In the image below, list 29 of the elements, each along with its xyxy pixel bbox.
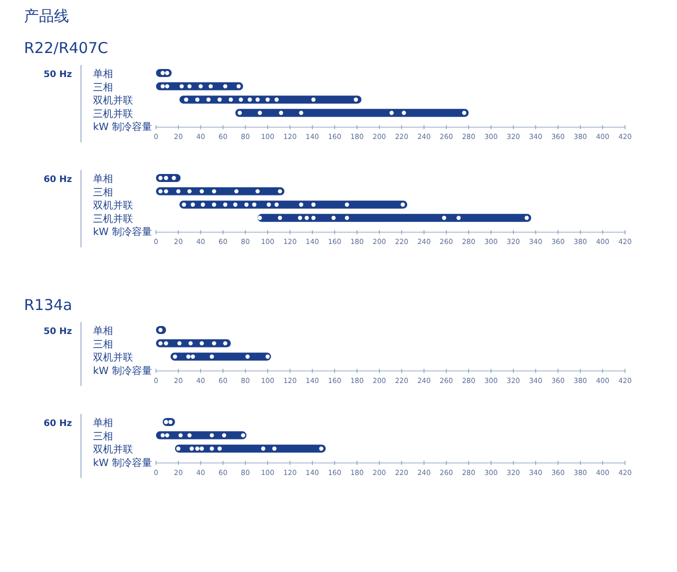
y-tick-label: 单相 [93,68,113,80]
y-tick-label: 单相 [93,173,113,185]
y-axis-title: 50 Hz [44,70,72,80]
chart-subtitle: R134a [24,296,72,314]
x-axis-title: kW 制冷容量 [93,364,152,377]
y-tick-label: 三相 [93,81,113,94]
chart-subtitle: R22/R407C [24,39,108,57]
chart-title: 产品线 [24,7,69,25]
y-tick-label: 双机并联 [93,352,133,364]
y-tick-label: 三相 [93,338,113,350]
y-tick-label: 双机并联 [93,444,133,456]
y-axis-title: 60 Hz [44,419,72,429]
bar [179,200,408,209]
x-axis-title: kW 制冷容量 [93,226,152,238]
x-axis-title: kW 制冷容量 [93,456,152,469]
bar [170,352,272,361]
x-axis-title: kW 制冷容量 [93,121,152,134]
y-tick-label: 三相 [93,430,113,442]
y-axis-title: 60 Hz [44,175,72,185]
y-tick-label: 双机并联 [93,94,133,107]
y-tick-label: 三相 [93,186,113,198]
y-axis-title: 50 Hz [44,327,72,337]
y-tick-label: 三机并联 [93,212,133,225]
y-tick-label: 单相 [93,417,113,429]
bar [235,108,469,117]
y-tick-label: 单相 [93,325,113,337]
y-tick-label: 三机并联 [93,108,133,120]
bar [258,214,532,222]
y-tick-label: 双机并联 [93,200,133,212]
